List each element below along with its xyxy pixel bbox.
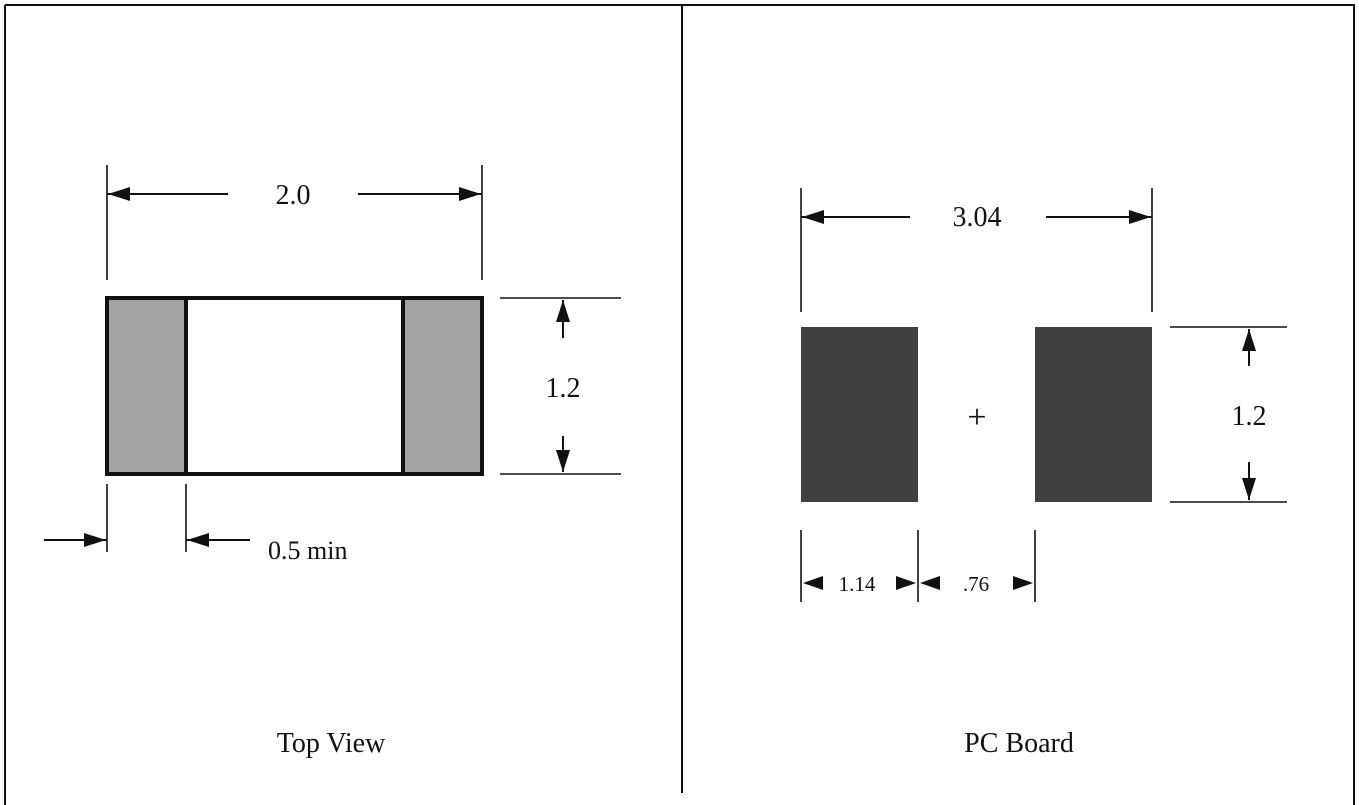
pad-height-dimension: 1.2 bbox=[1170, 326, 1287, 503]
arrow-left-icon bbox=[803, 576, 823, 590]
top-view-caption: Top View bbox=[277, 728, 386, 759]
arrow-right-icon bbox=[896, 576, 916, 590]
component-body bbox=[105, 296, 484, 476]
pad-width-label: 1.14 bbox=[839, 572, 876, 596]
terminal-label: 0.5 min bbox=[268, 536, 347, 565]
pc-board-panel: + 3.04 1.2 bbox=[800, 188, 1287, 759]
arrow-right-icon bbox=[84, 533, 106, 547]
width-dimension: 2.0 bbox=[106, 165, 483, 280]
pc-board-caption: PC Board bbox=[964, 728, 1074, 759]
gap-label: .76 bbox=[963, 572, 989, 596]
arrow-left-icon bbox=[108, 187, 130, 201]
span-dimension: 3.04 bbox=[800, 188, 1153, 312]
arrow-up-icon bbox=[1242, 329, 1256, 351]
span-label: 3.04 bbox=[953, 202, 1002, 233]
arrow-left-icon bbox=[802, 210, 824, 224]
height-label: 1.2 bbox=[546, 373, 581, 404]
arrow-down-icon bbox=[556, 450, 570, 472]
pad-height-label: 1.2 bbox=[1232, 401, 1267, 432]
width-label: 2.0 bbox=[276, 180, 311, 211]
center-mark: + bbox=[967, 399, 986, 436]
terminal-dimension: 0.5 min bbox=[44, 484, 347, 565]
arrow-right-icon bbox=[459, 187, 481, 201]
arrow-down-icon bbox=[1242, 478, 1256, 500]
height-dimension: 1.2 bbox=[500, 297, 621, 475]
arrow-right-icon bbox=[1013, 576, 1033, 590]
component-center bbox=[184, 296, 405, 476]
pad-spacing-dimension: 1.14 .76 bbox=[800, 530, 1036, 602]
left-terminal bbox=[105, 296, 188, 476]
arrow-up-icon bbox=[556, 300, 570, 322]
left-pad bbox=[801, 327, 918, 502]
arrow-right-icon bbox=[1129, 210, 1151, 224]
arrow-left-icon bbox=[187, 533, 209, 547]
right-terminal bbox=[401, 296, 484, 476]
top-view-panel: 2.0 1.2 0.5 min Top View bbox=[44, 165, 621, 759]
arrow-left-icon bbox=[920, 576, 940, 590]
right-pad bbox=[1035, 327, 1152, 502]
